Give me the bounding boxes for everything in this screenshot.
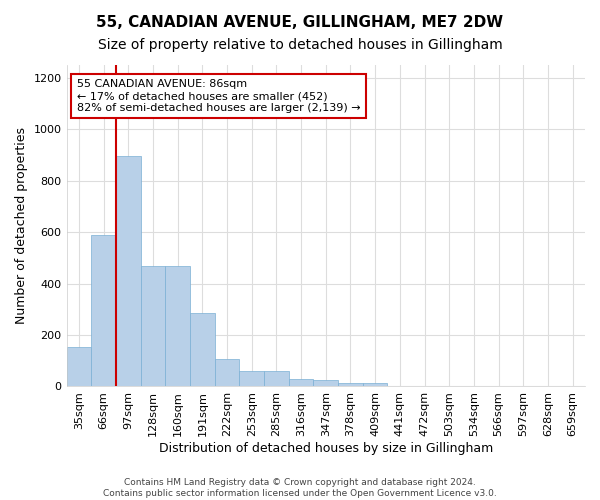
Bar bbox=[116, 156, 140, 386]
Bar bbox=[215, 360, 239, 386]
X-axis label: Distribution of detached houses by size in Gillingham: Distribution of detached houses by size … bbox=[158, 442, 493, 455]
Bar bbox=[338, 382, 363, 386]
Bar bbox=[363, 384, 388, 386]
Bar bbox=[264, 370, 289, 386]
Bar bbox=[67, 346, 91, 387]
Bar bbox=[190, 313, 215, 386]
Text: 55, CANADIAN AVENUE, GILLINGHAM, ME7 2DW: 55, CANADIAN AVENUE, GILLINGHAM, ME7 2DW bbox=[97, 15, 503, 30]
Y-axis label: Number of detached properties: Number of detached properties bbox=[15, 127, 28, 324]
Bar bbox=[289, 380, 313, 386]
Bar bbox=[165, 266, 190, 386]
Bar bbox=[91, 234, 116, 386]
Text: Size of property relative to detached houses in Gillingham: Size of property relative to detached ho… bbox=[98, 38, 502, 52]
Text: Contains HM Land Registry data © Crown copyright and database right 2024.
Contai: Contains HM Land Registry data © Crown c… bbox=[103, 478, 497, 498]
Bar bbox=[313, 380, 338, 386]
Bar bbox=[239, 370, 264, 386]
Bar bbox=[140, 266, 165, 386]
Text: 55 CANADIAN AVENUE: 86sqm
← 17% of detached houses are smaller (452)
82% of semi: 55 CANADIAN AVENUE: 86sqm ← 17% of detac… bbox=[77, 80, 361, 112]
